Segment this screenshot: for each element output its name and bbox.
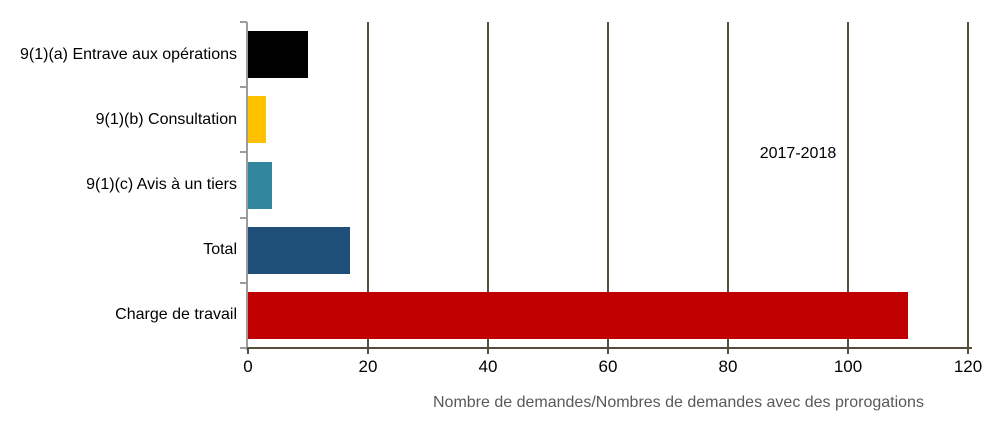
x-axis-tick	[967, 347, 969, 354]
y-axis-tick	[240, 281, 247, 284]
category-label: 9(1)(b) Consultation	[95, 110, 237, 128]
x-axis-title: Nombre de demandes/Nombres de demandes a…	[433, 394, 924, 411]
category-label: Total	[203, 241, 237, 259]
y-axis-tick	[240, 151, 247, 154]
annotation-year: 2017-2018	[759, 145, 837, 162]
x-axis-tick	[367, 347, 369, 354]
x-tick-label: 20	[358, 357, 378, 376]
category-label: 9(1)(a) Entrave aux opérations	[20, 45, 237, 63]
gridline	[727, 22, 729, 348]
bar	[248, 96, 266, 144]
y-axis-tick	[240, 216, 247, 219]
y-axis-tick	[240, 347, 247, 349]
y-axis-tick	[240, 21, 247, 23]
gridline	[487, 22, 489, 348]
x-tick-label: 80	[718, 357, 738, 376]
gridline	[847, 22, 849, 348]
category-label: Charge de travail	[115, 306, 237, 324]
x-tick-label: 0	[243, 357, 253, 376]
x-axis-tick	[487, 347, 489, 354]
x-axis-tick	[727, 347, 729, 354]
bar	[248, 161, 272, 209]
x-tick-label: 120	[953, 357, 983, 376]
category-label: 9(1)(c) Avis à un tiers	[86, 175, 237, 193]
bar	[248, 226, 350, 274]
x-axis-tick	[607, 347, 609, 354]
x-tick-label: 100	[833, 357, 863, 376]
x-tick-label: 60	[598, 357, 618, 376]
plot-area	[248, 22, 969, 348]
x-tick-label: 40	[478, 357, 498, 376]
y-axis-tick	[240, 86, 247, 89]
gridline	[967, 22, 969, 348]
x-axis-tick	[247, 347, 249, 354]
y-axis-line	[246, 22, 248, 350]
x-axis-tick	[847, 347, 849, 354]
gridline	[367, 22, 369, 348]
gridline	[607, 22, 609, 348]
bar	[248, 31, 308, 79]
bar	[248, 291, 908, 339]
